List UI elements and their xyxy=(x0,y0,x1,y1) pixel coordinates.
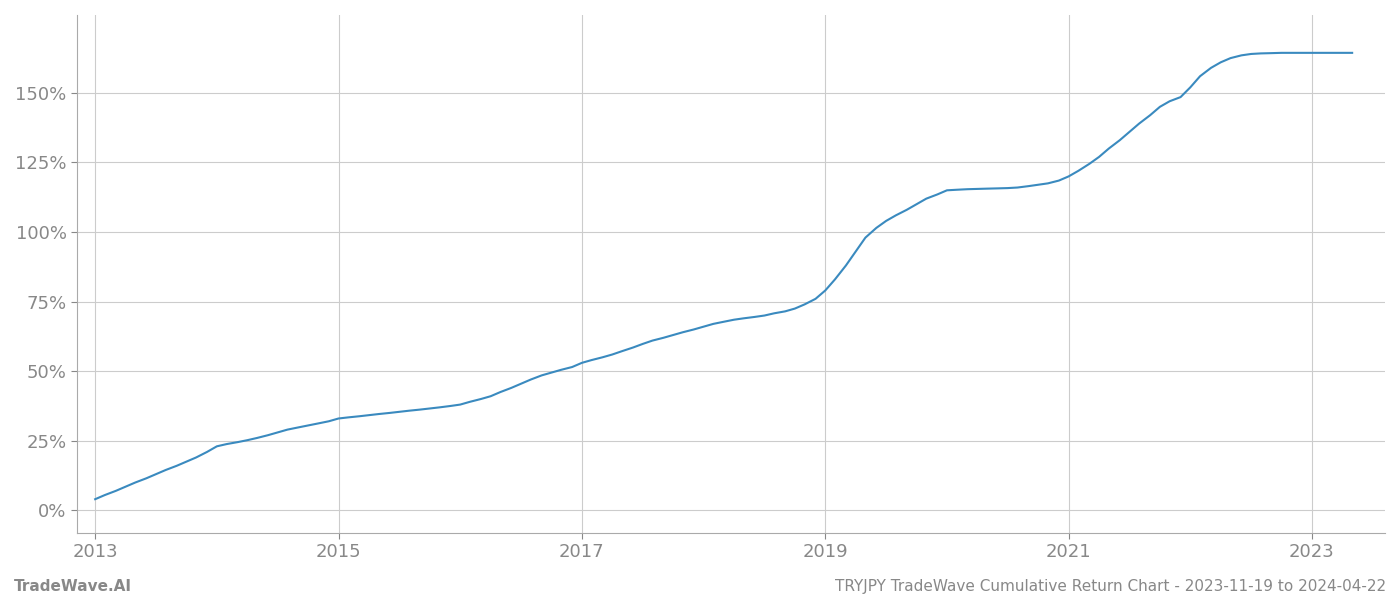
Text: TradeWave.AI: TradeWave.AI xyxy=(14,579,132,594)
Text: TRYJPY TradeWave Cumulative Return Chart - 2023-11-19 to 2024-04-22: TRYJPY TradeWave Cumulative Return Chart… xyxy=(834,579,1386,594)
